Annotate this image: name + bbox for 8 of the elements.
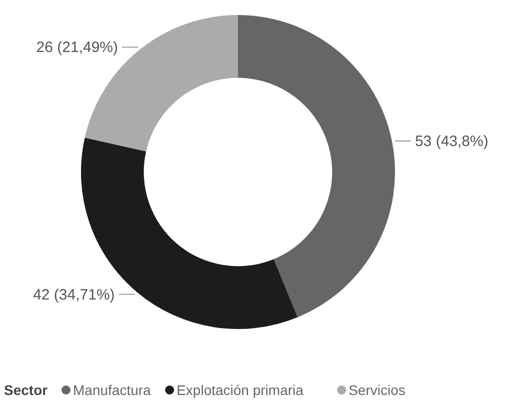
legend-title: Sector (4, 382, 48, 398)
legend-label: Servicios (348, 382, 406, 398)
legend-label: Manufactura (73, 382, 152, 398)
data-label: 42 (34,71%) (33, 286, 115, 304)
legend-label: Explotación primaria (176, 382, 304, 398)
data-label: 26 (21,49%) (36, 39, 118, 56)
donut-slice (238, 15, 395, 318)
data-label: 53 (43,8%) (414, 133, 488, 150)
